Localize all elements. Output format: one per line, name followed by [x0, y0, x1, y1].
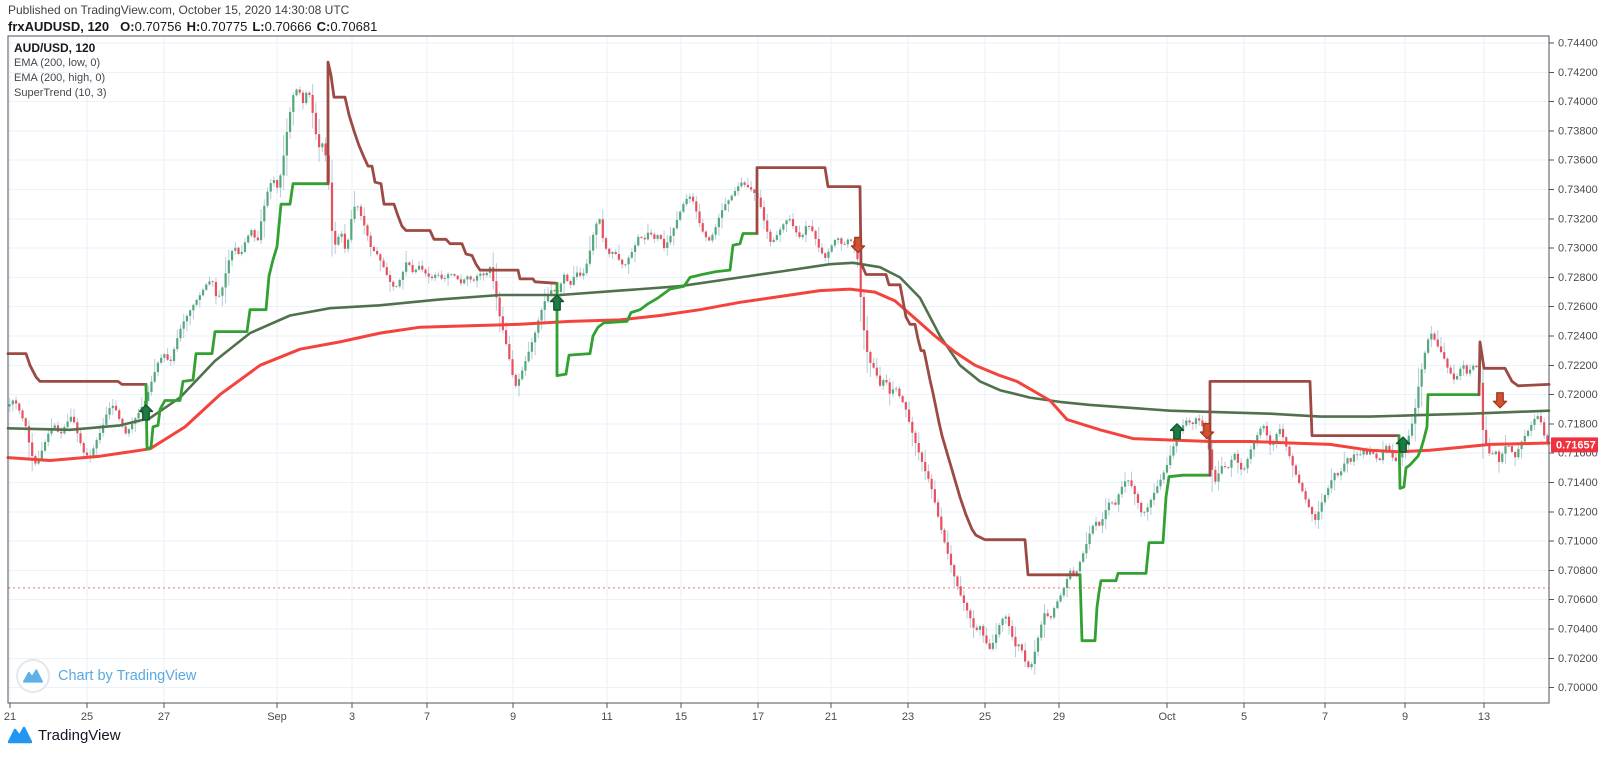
time-tick-label: 9	[510, 711, 516, 723]
time-tick-label: 25	[979, 711, 991, 723]
sell-arrow-icon	[1199, 422, 1215, 440]
price-tick-label: 0.71800	[1558, 418, 1598, 430]
price-tick-label: 0.72800	[1558, 272, 1598, 284]
brand-label: TradingView	[38, 726, 121, 744]
supertrend-up-segment	[555, 232, 759, 378]
last-price-badge: 0.71657	[1551, 437, 1598, 453]
symbol-title: frxAUDUSD, 120	[8, 19, 110, 34]
tradingview-logo-icon	[8, 726, 32, 744]
indicator-legend: AUD/USD, 120 EMA (200, low, 0) EMA (200,…	[14, 41, 107, 101]
buy-arrow-icon	[1395, 436, 1411, 453]
tradingview-brand-link[interactable]: TradingView	[8, 726, 121, 744]
time-tick-label: 11	[601, 711, 612, 723]
signal-markers	[138, 236, 1508, 453]
time-tick-label: 27	[158, 711, 170, 723]
price-tick-label: 0.74200	[1558, 67, 1598, 79]
time-tick-label: Oct	[1158, 711, 1175, 723]
price-tick-label: 0.71000	[1558, 536, 1598, 548]
time-tick-label: 7	[424, 711, 430, 723]
price-tick-label: 0.72000	[1558, 389, 1598, 401]
open-value: 0.70756	[134, 19, 182, 34]
legend-supertrend: SuperTrend (10, 3)	[14, 87, 107, 99]
legend-ema-low: EMA (200, low, 0)	[14, 57, 101, 69]
price-tick-label: 0.72400	[1558, 331, 1598, 343]
supertrend-down-segment	[326, 60, 559, 285]
time-tick-label: 7	[1322, 711, 1328, 723]
published-line: Published on TradingView.com, October 15…	[8, 3, 350, 17]
price-tick-label: 0.70800	[1558, 565, 1598, 577]
symbol-ohlc-line: frxAUDUSD, 120 O:0.70756 H:0.70775 L:0.7066…	[8, 19, 377, 34]
price-tick-label: 0.71400	[1558, 477, 1598, 489]
price-tick-label: 0.70200	[1558, 653, 1598, 665]
time-tick-label: Sep	[267, 711, 287, 723]
price-tick-label: 0.73600	[1558, 155, 1598, 167]
plot-border	[7, 35, 1550, 704]
price-tick-label: 0.71200	[1558, 506, 1598, 518]
price-tick-label: 0.73400	[1558, 184, 1598, 196]
grid-lines	[8, 36, 1549, 703]
time-tick-label: 13	[1478, 711, 1490, 723]
tradingview-circle-icon	[16, 659, 50, 693]
supertrend-line	[6, 60, 1551, 643]
high-label: H:	[186, 19, 201, 34]
time-tick-label: 9	[1402, 711, 1408, 723]
time-tick-label: 3	[349, 711, 355, 723]
time-tick-label: 15	[675, 711, 687, 723]
price-tick-label: 0.74400	[1558, 38, 1598, 50]
price-tick-label: 0.70600	[1558, 594, 1598, 606]
low-label: L:	[252, 19, 265, 34]
price-tick-label: 0.73000	[1558, 243, 1598, 255]
price-axis[interactable]: 0.70000 0.70200 0.70400 0.70600 0.70800 0.710…	[1549, 38, 1598, 695]
time-tick-label: 29	[1053, 711, 1065, 723]
legend-symbol: AUD/USD, 120	[14, 41, 96, 55]
supertrend-up-segment	[1397, 393, 1481, 490]
time-tick-label: 21	[825, 711, 837, 723]
price-tick-label: 0.72600	[1558, 301, 1598, 313]
time-tick-label: 5	[1241, 711, 1247, 723]
supertrend-up-segment	[144, 182, 330, 451]
ema-high-line	[6, 261, 1551, 432]
supertrend-down-segment	[1477, 340, 1551, 397]
supertrend-down-segment	[6, 352, 148, 386]
open-label: O:	[120, 19, 135, 34]
price-tick-label: 0.70000	[1558, 682, 1598, 694]
tradingview-watermark-link[interactable]: Chart by TradingView	[16, 659, 196, 693]
time-tick-label: 25	[81, 711, 93, 723]
price-tick-label: 0.70400	[1558, 624, 1598, 636]
high-value: 0.70775	[200, 19, 248, 34]
time-axis[interactable]: 21 25 27 Sep 3 7 9 11 15 17 21 23 25 29 Oct 5 7 9 13	[4, 703, 1490, 723]
time-tick-label: 21	[4, 711, 16, 723]
close-label: C:	[316, 19, 331, 34]
price-tick-label: 0.73200	[1558, 213, 1598, 225]
price-tick-label: 0.72200	[1558, 360, 1598, 372]
watermark-label: Chart by TradingView	[58, 668, 197, 684]
sell-arrow-icon	[1492, 392, 1508, 409]
time-tick-label: 23	[902, 711, 914, 723]
supertrend-up-segment	[1078, 473, 1212, 643]
supertrend-down-segment	[755, 166, 1082, 577]
sell-arrow-icon	[850, 236, 866, 254]
ema-low-line	[6, 287, 1551, 462]
price-tick-label: 0.73800	[1558, 125, 1598, 137]
legend-ema-high: EMA (200, high, 0)	[14, 72, 106, 84]
buy-arrow-icon	[549, 294, 565, 311]
time-tick-label: 17	[752, 711, 764, 723]
last-price-value: 0.71657	[1556, 440, 1596, 452]
close-value: 0.70681	[330, 19, 378, 34]
supertrend-down-segment	[1208, 379, 1401, 477]
candles	[8, 83, 1549, 675]
buy-arrow-icon	[138, 404, 154, 421]
buy-arrow-icon	[1169, 423, 1185, 440]
low-value: 0.70666	[264, 19, 312, 34]
price-tick-label: 0.74000	[1558, 96, 1598, 108]
